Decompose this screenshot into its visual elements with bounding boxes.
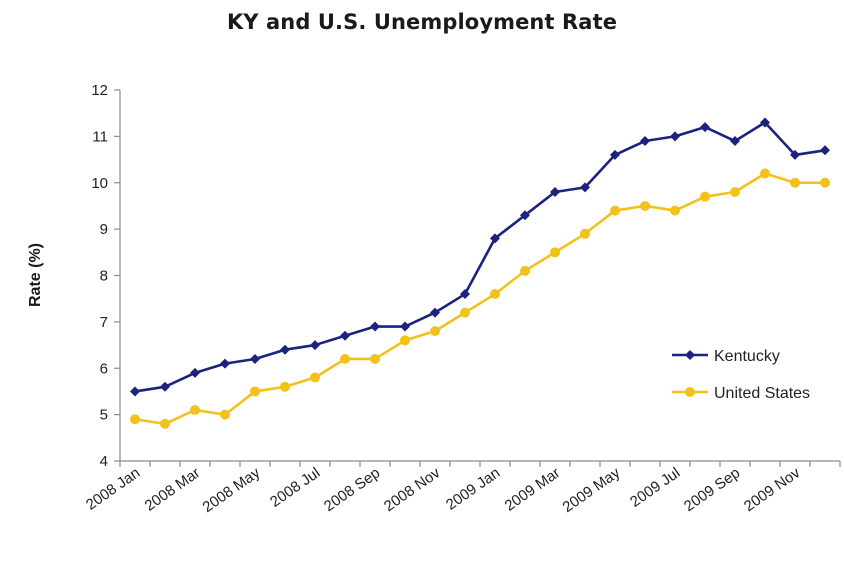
- data-point: [220, 409, 230, 420]
- data-point: [340, 353, 350, 364]
- x-tick-label: 2008 Mar: [142, 464, 204, 514]
- data-point: [190, 367, 200, 378]
- data-point: [160, 381, 170, 392]
- x-tick-label: 2009 Jan: [443, 464, 503, 513]
- data-point: [310, 372, 320, 383]
- data-point: [610, 205, 620, 216]
- x-tick-label: 2009 May: [560, 464, 624, 516]
- data-point: [190, 404, 200, 415]
- series-lines: [130, 117, 830, 429]
- data-point: [760, 117, 770, 128]
- data-point: [730, 136, 740, 147]
- y-tick-label: 4: [100, 453, 108, 470]
- legend-item: United States: [672, 385, 810, 402]
- data-point: [610, 149, 620, 160]
- x-tick-label: 2008 May: [200, 464, 264, 516]
- data-point: [460, 289, 470, 300]
- data-point: [280, 344, 290, 355]
- data-point: [130, 386, 140, 397]
- data-point: [550, 247, 560, 258]
- data-point: [460, 307, 470, 318]
- data-point: [580, 228, 590, 239]
- y-axis-label-group: Rate (%): [27, 243, 44, 307]
- y-tick-label: 7: [100, 314, 108, 331]
- data-point: [490, 233, 500, 244]
- x-tick-label: 2009 Nov: [741, 464, 804, 515]
- data-point: [790, 149, 800, 160]
- x-tick-label: 2009 Mar: [502, 464, 564, 514]
- data-point: [490, 289, 500, 300]
- legend-swatch-marker: [685, 387, 695, 397]
- data-point: [700, 191, 710, 202]
- data-point: [400, 321, 410, 332]
- data-point: [340, 330, 350, 341]
- legend-label: United States: [714, 385, 810, 402]
- data-point: [430, 326, 440, 337]
- data-point: [250, 353, 260, 364]
- y-tick-label: 12: [91, 82, 108, 99]
- x-tick-label: 2008 Nov: [381, 464, 444, 515]
- series-united-states: [130, 168, 830, 429]
- data-point: [370, 353, 380, 364]
- x-tick-label: 2009 Jul: [627, 464, 683, 510]
- data-point: [730, 187, 740, 198]
- y-tick-label: 11: [92, 128, 108, 145]
- data-point: [430, 307, 440, 318]
- series-kentucky: [130, 117, 830, 397]
- y-tick-label: 6: [100, 360, 108, 377]
- data-point: [640, 200, 650, 211]
- x-tick-label: 2009 Sep: [681, 464, 743, 515]
- y-tick-label: 10: [91, 175, 108, 192]
- data-point: [310, 340, 320, 351]
- data-point: [670, 205, 680, 216]
- data-point: [550, 187, 560, 198]
- data-point: [130, 414, 140, 425]
- data-point: [670, 131, 680, 142]
- data-point: [370, 321, 380, 332]
- data-point: [220, 358, 230, 369]
- data-point: [820, 177, 830, 188]
- x-tick-label: 2008 Sep: [321, 464, 383, 515]
- y-axis-label: Rate (%): [27, 243, 44, 307]
- data-point: [160, 418, 170, 429]
- data-point: [520, 265, 530, 276]
- data-point: [790, 177, 800, 188]
- x-tick-label: 2008 Jul: [267, 464, 323, 510]
- data-point: [820, 145, 830, 156]
- legend: Kentucky United States: [672, 348, 810, 402]
- data-point: [640, 136, 650, 147]
- series-line: [134, 121, 826, 393]
- legend-swatch-marker: [685, 350, 695, 360]
- legend-label: Kentucky: [714, 348, 780, 365]
- x-tick-label: 2008 Jan: [83, 464, 143, 513]
- y-tick-label: 9: [100, 221, 108, 238]
- data-point: [250, 386, 260, 397]
- data-point: [580, 182, 590, 193]
- data-point: [400, 335, 410, 346]
- chart-title: KY and U.S. Unemployment Rate: [226, 10, 618, 34]
- data-point: [520, 210, 530, 221]
- series-line: [134, 172, 825, 426]
- data-point: [700, 122, 710, 133]
- y-axis: 4 5 6 7 8 9 10 11 12: [91, 82, 121, 470]
- data-point: [760, 168, 770, 179]
- data-point: [280, 381, 290, 392]
- legend-item: Kentucky: [672, 348, 780, 365]
- y-tick-label: 8: [100, 268, 108, 285]
- y-tick-label: 5: [100, 407, 108, 424]
